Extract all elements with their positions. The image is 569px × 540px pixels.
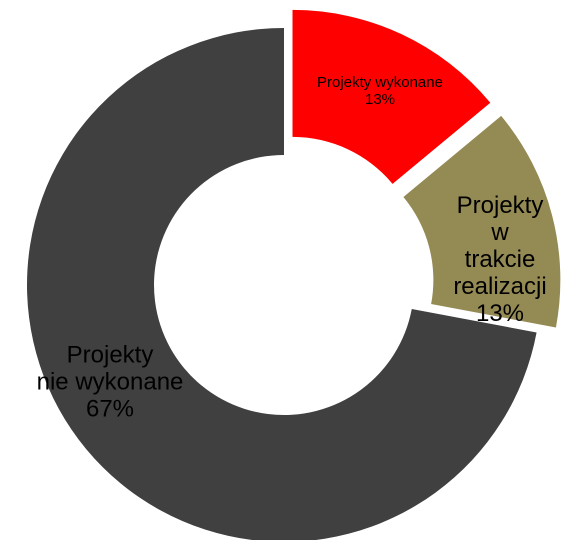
value-label: 13%: [475, 299, 525, 327]
category-label: Projekty w trakcie realizacji: [453, 191, 547, 300]
value-label: 13%: [364, 91, 396, 108]
category-label: Projekty nie wykonane: [36, 341, 184, 396]
slice-label: Projekty w trakcie realizacji 13%: [453, 191, 547, 327]
value-label: 67%: [85, 395, 135, 423]
slice-label: Projekty wykonane 13%: [317, 74, 443, 109]
slice-label: Projekty nie wykonane 67%: [36, 341, 184, 424]
slice: [292, 9, 491, 184]
slice: [403, 115, 561, 328]
category-label: Projekty wykonane: [317, 74, 443, 92]
slice: [27, 28, 537, 540]
